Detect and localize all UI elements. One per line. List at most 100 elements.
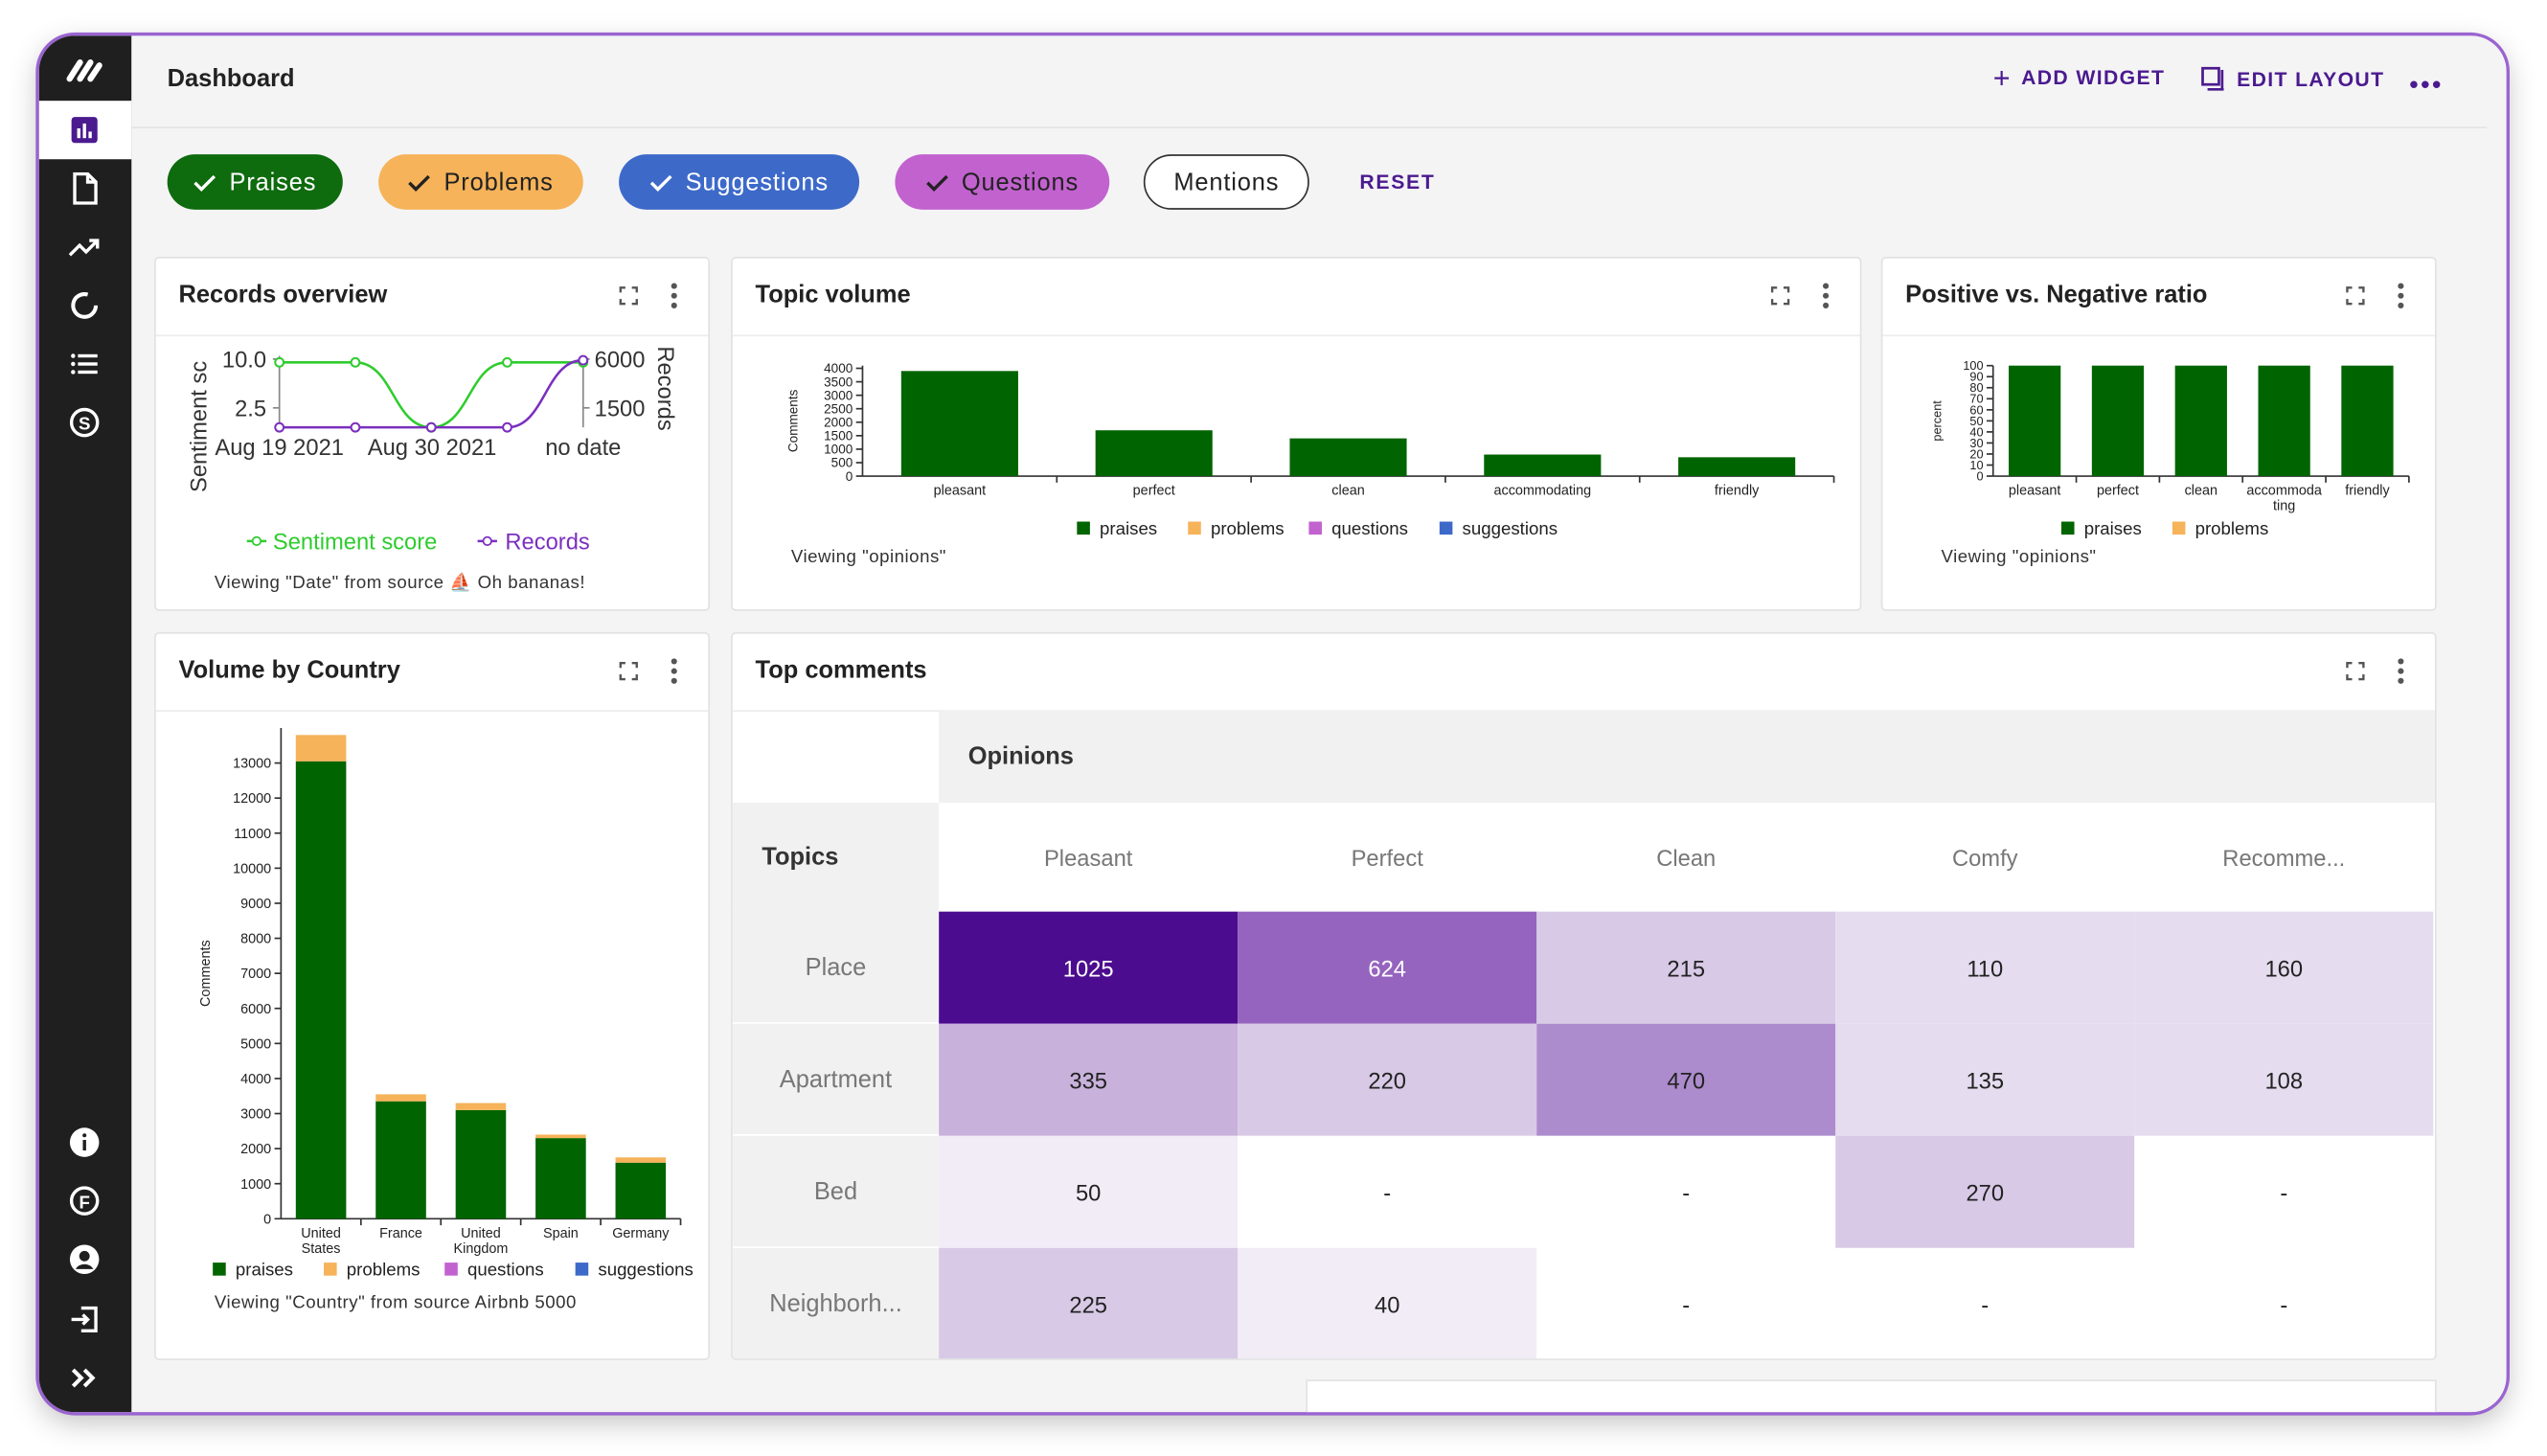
edit-layout-button[interactable]: EDIT LAYOUT [2201, 66, 2385, 93]
series-line-0 [279, 361, 583, 429]
bar-praises [900, 371, 1018, 477]
expand-icon[interactable] [2346, 286, 2365, 306]
logo-icon[interactable] [66, 52, 102, 87]
logout-icon[interactable] [67, 1302, 102, 1337]
y2-axis-label: Records [652, 346, 677, 431]
edit-layout-icon [2201, 66, 2224, 91]
y-tick-label: 30 [1969, 436, 1983, 450]
opinions-header: Opinions [967, 742, 1074, 771]
filter-chip-problems[interactable]: Problems [378, 154, 583, 210]
edit-layout-label: EDIT LAYOUT [2237, 68, 2385, 91]
heatmap-cell[interactable]: - [2134, 1135, 2434, 1248]
row-header[interactable]: Neighborh... [732, 1247, 940, 1359]
heatmap-cell[interactable]: 220 [1238, 1023, 1537, 1136]
heatmap-cell[interactable]: - [1536, 1247, 1836, 1359]
info-icon[interactable] [67, 1125, 102, 1160]
x-tick-label: clean [2185, 484, 2217, 499]
legend-label: praises [2084, 518, 2142, 538]
expand-chevrons-icon[interactable] [67, 1360, 102, 1396]
heatmap-cell[interactable]: 1025 [939, 911, 1239, 1024]
bar-problems [615, 1157, 667, 1163]
more-options-icon[interactable] [2409, 70, 2442, 100]
bar-praises [2341, 365, 2394, 477]
expand-icon[interactable] [619, 661, 638, 681]
heatmap-cell[interactable]: 160 [2134, 911, 2434, 1024]
chart-caption: Viewing "opinions" [790, 547, 946, 568]
heatmap-cell[interactable]: - [1835, 1247, 2135, 1359]
heatmap-cell[interactable]: 270 [1835, 1135, 2135, 1248]
card-menu-icon[interactable] [2396, 281, 2405, 310]
column-header-comfy[interactable]: Comfy [1951, 844, 2018, 871]
bar-chart-icon[interactable] [67, 112, 102, 148]
y2-tick-label: 1500 [595, 397, 646, 421]
column-header-pleasant[interactable]: Pleasant [1043, 844, 1133, 871]
column-header-recommend[interactable]: Recomme... [2222, 844, 2346, 871]
card-menu-icon[interactable] [1821, 281, 1831, 310]
heatmap-cell[interactable]: 470 [1536, 1023, 1836, 1136]
heatmap-cell[interactable]: 624 [1238, 911, 1537, 1024]
bar-praises [1095, 430, 1213, 477]
svg-text:S: S [79, 414, 90, 434]
column-header-perfect[interactable]: Perfect [1351, 844, 1423, 871]
heatmap-cell[interactable]: 225 [939, 1247, 1239, 1359]
card-menu-icon[interactable] [670, 281, 679, 310]
row-header[interactable]: Place [732, 911, 940, 1023]
line-series-group [274, 354, 589, 433]
heatmap-cell[interactable]: 108 [2134, 1023, 2434, 1136]
expand-icon[interactable] [1770, 286, 1790, 306]
legend-marker [482, 535, 492, 546]
card-title: Positive vs. Negative ratio [1905, 281, 2208, 309]
user-icon[interactable] [67, 1241, 102, 1277]
f-circle-icon[interactable]: F [67, 1183, 102, 1218]
legend-swatch-suggestions [1439, 521, 1453, 535]
legend-label: Sentiment score [273, 530, 437, 555]
expand-icon[interactable] [619, 286, 638, 306]
legend-label: suggestions [598, 1260, 693, 1280]
heatmap-cell[interactable]: 215 [1536, 911, 1836, 1024]
heatmap-cell[interactable]: 40 [1238, 1247, 1537, 1359]
expand-icon[interactable] [2346, 661, 2365, 681]
trend-icon[interactable] [67, 229, 102, 264]
x-tick-label: accommoda [2246, 484, 2322, 499]
y-tick-label: 0 [263, 1212, 271, 1227]
heatmap-cell[interactable]: 335 [939, 1023, 1239, 1136]
chart-caption: Viewing "Date" from source ⛵ Oh bananas! [214, 573, 586, 594]
column-header-clean[interactable]: Clean [1656, 844, 1717, 871]
heatmap-cell[interactable]: - [2134, 1247, 2434, 1359]
chip-label: Mentions [1173, 168, 1280, 196]
filter-chip-praises[interactable]: Praises [167, 154, 343, 210]
add-widget-button[interactable]: + ADD WIDGET [1993, 63, 2166, 93]
x-tick-label: United [301, 1226, 341, 1241]
document-icon[interactable] [67, 171, 102, 206]
heatmap-cell[interactable]: 135 [1835, 1023, 2135, 1136]
add-widget-label: ADD WIDGET [2021, 66, 2166, 90]
y-tick-label: 20 [1969, 446, 1983, 461]
heatmap-cell[interactable]: 110 [1835, 911, 2135, 1024]
heatmap-cell[interactable]: 50 [939, 1135, 1239, 1248]
filter-chip-suggestions[interactable]: Suggestions [619, 154, 860, 210]
pos-neg-card: Positive vs. Negative ratio 100 90 80 70 60 5… [1880, 257, 2437, 611]
row-header[interactable]: Bed [732, 1135, 940, 1247]
heatmap-cell[interactable]: - [1238, 1135, 1537, 1248]
bar-praises [535, 1138, 586, 1219]
card-menu-icon[interactable] [670, 656, 679, 686]
y-tick-label: 0 [846, 469, 853, 484]
x-tick-label: friendly [1715, 484, 1760, 499]
filter-chip-questions[interactable]: Questions [895, 154, 1110, 210]
bar-praises [2009, 365, 2061, 477]
card-title: Top comments [755, 656, 927, 685]
filter-chip-mentions[interactable]: Mentions [1143, 154, 1309, 210]
legend-label: questions [1331, 518, 1408, 538]
list-icon[interactable] [67, 346, 102, 381]
refresh-icon[interactable] [67, 287, 102, 323]
dollar-icon[interactable]: S [67, 404, 102, 440]
reset-button[interactable]: RESET [1359, 171, 1436, 193]
heatmap-cell[interactable]: - [1536, 1135, 1836, 1248]
y2-tick-label: 6000 [595, 348, 646, 373]
bar-praises [1678, 457, 1796, 477]
y-tick-label: 10.0 [222, 348, 266, 373]
y-tick-label: 1000 [240, 1177, 271, 1193]
card-menu-icon[interactable] [2396, 656, 2405, 686]
row-header[interactable]: Apartment [732, 1023, 940, 1135]
